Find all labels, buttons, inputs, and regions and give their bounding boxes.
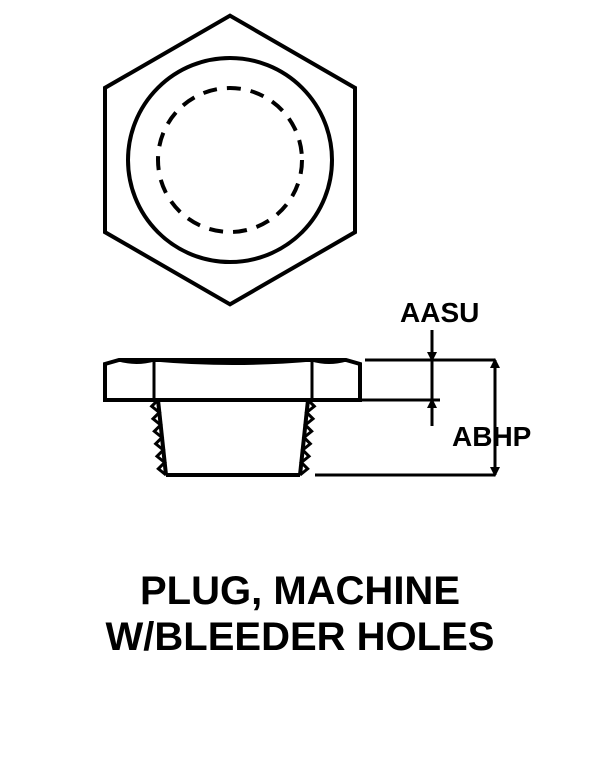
machine-plug-diagram: AASU ABHP PLUG, MACHINE W/BLEEDER HOLES <box>0 0 600 780</box>
title-line-1: PLUG, MACHINE <box>0 568 600 614</box>
plug-top-view <box>105 16 355 305</box>
title-line-2: W/BLEEDER HOLES <box>0 614 600 660</box>
plug-side-view <box>105 360 360 475</box>
dimension-annotations: AASU ABHP <box>315 297 531 475</box>
svg-text:ABHP: ABHP <box>452 421 531 452</box>
svg-text:AASU: AASU <box>400 297 479 328</box>
drawing-svg: AASU ABHP <box>0 0 600 780</box>
diagram-title: PLUG, MACHINE W/BLEEDER HOLES <box>0 568 600 660</box>
